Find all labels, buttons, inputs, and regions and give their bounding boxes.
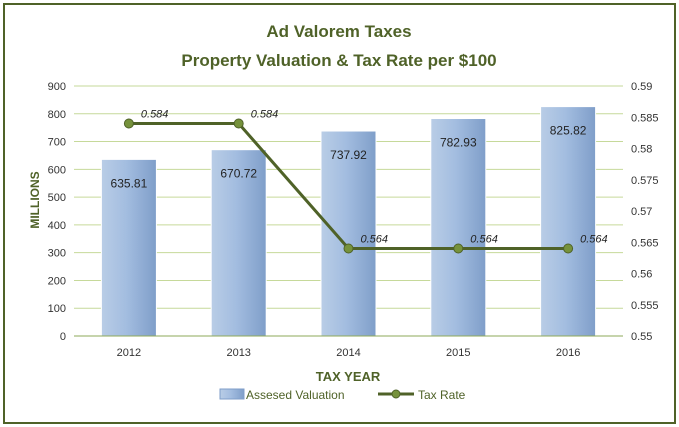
y2-tick-label: 0.56 [631,269,652,281]
y-tick-label: 0 [60,331,66,343]
y2-tick-label: 0.59 [631,81,652,93]
tax-rate-label: 0.564 [580,234,608,246]
y2-tick-label: 0.575 [631,175,659,187]
legend: Assesed Valuation Tax Rate [219,388,466,402]
y-tick-label: 200 [48,275,66,287]
y-tick-label: 900 [48,81,66,93]
tax-rate-point [563,243,574,254]
y2-tick-label: 0.57 [631,206,652,218]
y-tick-label: 300 [48,248,66,260]
y-tick-label: 400 [48,220,66,232]
tax-rate-line-group: 0.584 0.584 0.564 0.564 0.564 [123,109,608,254]
bar [540,106,597,337]
tax-rate-point [233,118,244,129]
bar [320,130,377,337]
x-tick-label: 2013 [226,347,250,359]
bar-value-label: 825.82 [550,124,587,138]
chart-title: Ad Valorem Taxes [266,22,411,41]
y-tick-label: 500 [48,192,66,204]
bars: 635.81 670.72 737.92 782.93 825.82 [100,106,597,337]
bar-value-label: 737.92 [330,148,367,162]
legend-bar-label: Assesed Valuation [246,388,345,402]
chart-subtitle: Property Valuation & Tax Rate per $100 [181,51,496,70]
y-tick-label: 700 [48,137,66,149]
y2-tick-label: 0.58 [631,144,652,156]
y-tick-label: 800 [48,109,66,121]
y2-tick-label: 0.55 [631,331,652,343]
x-tick-label: 2012 [117,347,141,359]
tax-rate-label: 0.564 [361,234,389,246]
axes: 0 100 200 300 400 500 600 700 800 900 0.55 0.555 0.5… [48,81,659,359]
tax-rate-label: 0.564 [470,234,498,246]
tax-rate-label: 0.584 [141,109,169,121]
y-axis-title: MILLIONS [28,171,42,228]
x-tick-label: 2014 [336,347,360,359]
bar [100,158,157,337]
legend-line-marker [391,389,401,399]
x-tick-label: 2015 [446,347,470,359]
y2-tick-label: 0.585 [631,112,659,124]
legend-line-label: Tax Rate [418,388,466,402]
legend-bar-swatch [219,388,245,400]
tax-rate-label: 0.584 [251,109,279,121]
y-tick-label: 600 [48,164,66,176]
y-tick-label: 100 [48,303,66,315]
y2-tick-label: 0.555 [631,300,659,312]
tax-rate-point [123,118,134,129]
x-tick-label: 2016 [556,347,580,359]
bar-value-label: 635.81 [111,176,148,190]
x-axis-title: TAX YEAR [316,369,381,384]
bar [430,118,487,337]
tax-rate-point [343,243,354,254]
bar-value-label: 670.72 [220,167,257,181]
bar-value-label: 782.93 [440,136,477,150]
tax-rate-point [453,243,464,254]
y2-tick-label: 0.565 [631,237,659,249]
